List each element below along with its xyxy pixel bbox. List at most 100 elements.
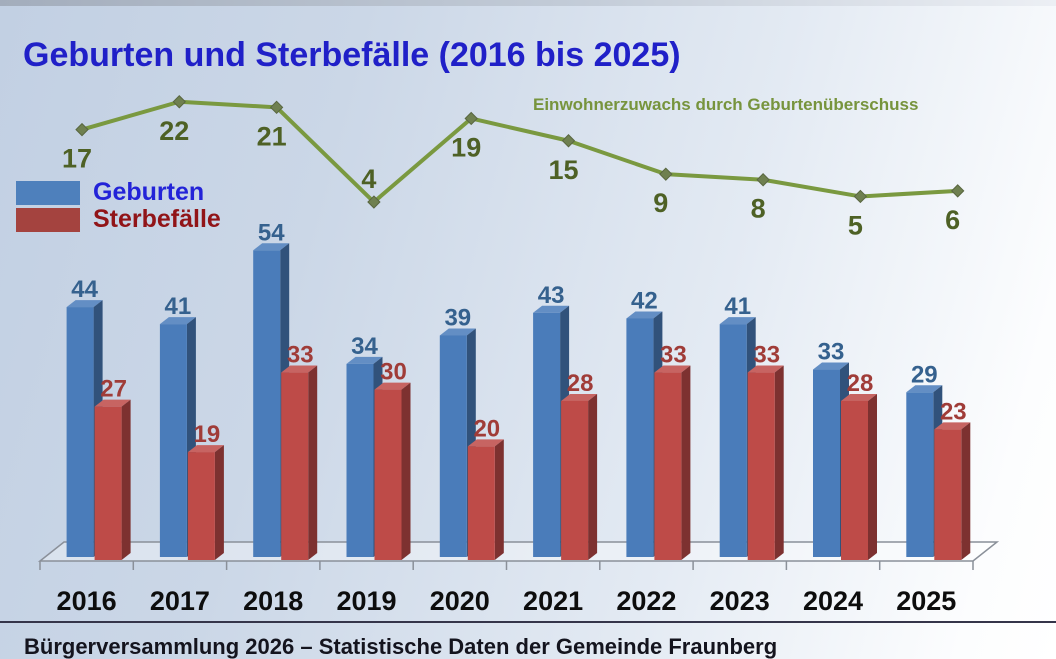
legend-item-geburten: Geburten xyxy=(16,179,221,206)
category-label-2021: 2021 xyxy=(523,586,583,616)
value-label-sterbefaelle-2021: 28 xyxy=(567,370,594,397)
bar-geburten-2018-front xyxy=(253,250,281,557)
bar-sterbefaelle-2023-front xyxy=(747,372,775,560)
bar-sterbefaelle-2018-top xyxy=(281,365,318,373)
category-label-2023: 2023 xyxy=(710,586,770,616)
bar-sterbefaelle-2023-side xyxy=(774,365,784,560)
bar-geburten-2020-front xyxy=(439,335,467,557)
value-label-sterbefaelle-2019: 30 xyxy=(380,359,407,386)
line-marker-2024 xyxy=(853,189,868,204)
bar-geburten-2018-top xyxy=(253,243,290,251)
bar-geburten-2024-top xyxy=(813,362,849,370)
value-label-ueberschuss-2021: 15 xyxy=(548,155,578,185)
bar-sterbefaelle-2024-top xyxy=(841,393,877,401)
bar-sterbefaelle-2019-top xyxy=(374,382,411,390)
bar-sterbefaelle-2023 xyxy=(747,365,784,560)
line-marker-2025 xyxy=(950,184,965,198)
bar-sterbefaelle-2025-front xyxy=(934,429,962,560)
bar-sterbefaelle-2020 xyxy=(467,439,504,560)
value-label-sterbefaelle-2017: 19 xyxy=(194,421,221,448)
bar-sterbefaelle-2020-side xyxy=(494,439,504,560)
bar-geburten-2020-top xyxy=(439,328,476,336)
category-label-2024: 2024 xyxy=(803,586,863,616)
value-label-sterbefaelle-2016: 27 xyxy=(100,376,127,403)
legend-label-geburten: Geburten xyxy=(93,178,205,206)
bar-geburten-2019-top xyxy=(346,356,383,364)
category-label-2025: 2025 xyxy=(896,586,956,616)
legend-item-sterbefaelle: Sterbefälle xyxy=(16,206,221,233)
category-label-2016: 2016 xyxy=(57,586,117,616)
bar-geburten-2017-front xyxy=(159,324,187,557)
page-title: Geburten und Sterbefälle (2016 bis 2025) xyxy=(23,36,681,74)
category-label-2022: 2022 xyxy=(616,586,676,616)
bar-sterbefaelle-2018-side xyxy=(308,365,318,560)
line-marker-2020 xyxy=(464,111,478,126)
line-marker-2016 xyxy=(75,122,89,137)
line-marker-2017 xyxy=(172,95,187,109)
bar-sterbefaelle-2021 xyxy=(561,393,598,560)
bar-sterbefaelle-2017 xyxy=(187,445,224,560)
value-label-ueberschuss-2020: 19 xyxy=(451,132,481,162)
line-geburtenueberschuss xyxy=(81,99,958,205)
bar-sterbefaelle-2020-top xyxy=(467,439,504,447)
bar-geburten-2022-front xyxy=(626,318,654,557)
value-label-ueberschuss-2023: 8 xyxy=(751,194,766,224)
bar-sterbefaelle-2024-front xyxy=(841,400,868,560)
value-label-sterbefaelle-2024: 28 xyxy=(847,370,874,397)
bar-geburten-2023-front xyxy=(719,324,747,557)
value-label-geburten-2024: 33 xyxy=(818,339,845,366)
value-label-geburten-2018: 54 xyxy=(258,219,285,246)
bar-sterbefaelle-2025 xyxy=(934,422,971,560)
bar-geburten-2023-top xyxy=(719,317,756,325)
category-label-2020: 2020 xyxy=(430,586,490,616)
bar-geburten-2017 xyxy=(159,317,196,557)
bar-sterbefaelle-2024 xyxy=(841,393,877,560)
bar-geburten-2019-front xyxy=(346,363,374,557)
value-label-ueberschuss-2024: 5 xyxy=(848,210,863,240)
line-marker-2023 xyxy=(756,173,770,187)
bar-sterbefaelle-2024-side xyxy=(868,393,877,560)
bar-sterbefaelle-2018 xyxy=(281,365,318,560)
bar-sterbefaelle-2017-top xyxy=(187,445,224,453)
value-label-geburten-2019: 34 xyxy=(351,333,378,360)
bar-geburten-2022-top xyxy=(626,311,663,319)
bar-sterbefaelle-2022 xyxy=(654,365,691,560)
footer-text: Bürgerversammlung 2026 – Statistische Da… xyxy=(24,634,778,659)
bar-sterbefaelle-2025-top xyxy=(934,422,971,430)
bar-sterbefaelle-2019 xyxy=(374,382,411,560)
legend-swatch-geburten xyxy=(16,180,80,205)
bar-geburten-2021-front xyxy=(533,312,561,557)
bar-sterbefaelle-2021-front xyxy=(561,400,589,560)
line-series-annotation: Einwohnerzuwachs durch Geburtenüberschus… xyxy=(533,95,919,114)
legend: Geburten Sterbefälle xyxy=(16,179,221,233)
category-label-2018: 2018 xyxy=(243,586,303,616)
bar-sterbefaelle-2019-side xyxy=(401,382,411,560)
value-label-sterbefaelle-2018: 33 xyxy=(287,342,314,369)
value-label-ueberschuss-2018: 21 xyxy=(257,121,287,151)
bar-geburten-2021-top xyxy=(533,305,570,313)
bar-sterbefaelle-2022-side xyxy=(681,365,691,560)
bar-sterbefaelle-2016-front xyxy=(94,406,122,560)
value-label-sterbefaelle-2025: 23 xyxy=(940,398,967,425)
value-label-geburten-2022: 42 xyxy=(631,287,658,314)
value-label-geburten-2017: 41 xyxy=(165,293,192,320)
bar-sterbefaelle-2022-front xyxy=(654,372,682,560)
bar-sterbefaelle-2021-top xyxy=(561,393,598,401)
bar-geburten-2016-front xyxy=(66,307,94,557)
bar-sterbefaelle-2025-side xyxy=(961,422,971,560)
bar-geburten-2016-top xyxy=(66,300,103,308)
category-label-2017: 2017 xyxy=(150,586,210,616)
line-marker-2021 xyxy=(561,134,576,148)
footer-divider xyxy=(0,621,1056,623)
value-label-ueberschuss-2017: 22 xyxy=(159,116,189,146)
bar-sterbefaelle-2017-side xyxy=(214,445,224,560)
bar-sterbefaelle-2016-side xyxy=(121,399,131,560)
window-top-border xyxy=(0,0,1056,6)
category-label-2019: 2019 xyxy=(336,586,396,616)
value-label-sterbefaelle-2020: 20 xyxy=(473,415,500,442)
bar-geburten-2017-top xyxy=(159,317,196,325)
value-label-geburten-2023: 41 xyxy=(724,293,751,320)
value-label-geburten-2020: 39 xyxy=(444,304,471,331)
